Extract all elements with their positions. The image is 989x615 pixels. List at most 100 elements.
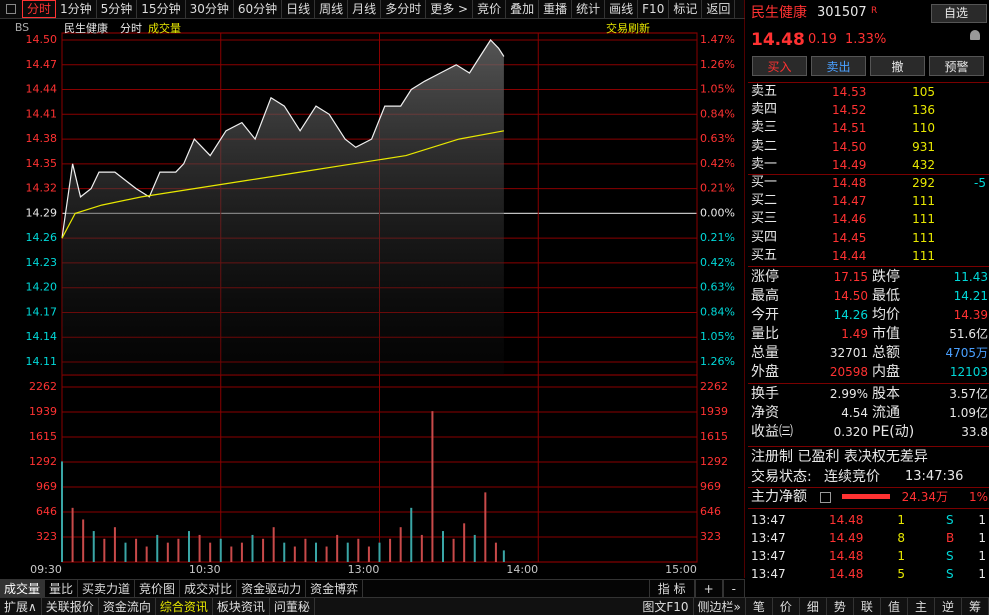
volume-bar [293, 546, 296, 562]
toolbar-tab[interactable]: 60分钟 [234, 0, 283, 18]
pct-tick-label: 0.42% [700, 157, 735, 170]
volume-bar [103, 538, 106, 562]
indicator-button[interactable]: 指 标 [648, 580, 695, 598]
side-tab[interactable]: 笔 [746, 598, 773, 615]
trade-side: S [946, 549, 954, 563]
side-tab[interactable]: 逆 [935, 598, 962, 615]
indicator-tab[interactable]: 资金驱动力 [237, 580, 307, 598]
trade-button[interactable]: 预警 [929, 56, 984, 76]
toolbar-tab[interactable]: 重播 [539, 0, 573, 18]
status-time: 13:47:36 [905, 469, 964, 484]
price-line [61, 39, 505, 239]
indicator-tab[interactable]: 量比 [45, 580, 79, 598]
book-label: 卖五 [751, 84, 778, 99]
volume-tick-label-right: 323 [700, 530, 721, 543]
time-tick-label: 10:30 [189, 563, 221, 576]
indicator-button[interactable]: - [722, 580, 745, 598]
volume-bar [166, 542, 169, 562]
toolbar-tab[interactable]: 画线 [605, 0, 639, 18]
footer-tab[interactable]: 问董秘 [270, 598, 315, 615]
toolbar-tab[interactable]: 叠加 [506, 0, 540, 18]
spacer [315, 598, 638, 615]
price-tick-label: 14.32 [26, 182, 58, 195]
side-tab[interactable]: 细 [800, 598, 827, 615]
volume-bar [315, 542, 317, 562]
toolbar-tab[interactable]: 15分钟 [137, 0, 186, 18]
volume-bar [240, 542, 243, 562]
flow-icon [820, 492, 831, 503]
side-tab[interactable]: 价 [773, 598, 800, 615]
pct-tick-label: 0.21% [700, 182, 735, 195]
stat-label: 总额 [872, 345, 900, 361]
toolbar-tab[interactable]: 周线 [315, 0, 349, 18]
toolbar-tab[interactable]: 日线 [282, 0, 316, 18]
side-tab[interactable]: 联 [854, 598, 881, 615]
side-tab[interactable]: 筹 [962, 598, 989, 615]
book-label: 买四 [751, 229, 778, 245]
footer-tab[interactable]: 板块资讯 [213, 598, 270, 615]
volume-bar [61, 461, 63, 562]
footer-tab[interactable]: 资金流向 [99, 598, 156, 615]
footer-tab[interactable]: 综合资讯 [156, 598, 213, 615]
toolbar-tab[interactable]: 统计 [572, 0, 606, 18]
flow-bar [842, 494, 890, 499]
volume-tick-label: 969 [36, 480, 57, 493]
toolbar-tab[interactable]: 5分钟 [97, 0, 138, 18]
toolbar-tab[interactable]: 30分钟 [186, 0, 234, 18]
toolbar-tab[interactable]: 标记 [669, 0, 703, 18]
footer-tab[interactable]: 关联报价 [42, 598, 99, 615]
stock-code: 301507 [817, 5, 867, 20]
toolbar-tab[interactable]: 返回 [702, 0, 736, 18]
indicator-button[interactable]: + [694, 580, 723, 598]
price-tick-label: 14.20 [26, 281, 58, 294]
trade-button-label[interactable]: 卖出 [826, 59, 851, 74]
trade-button-label[interactable]: 预警 [944, 59, 969, 74]
indicator-tab[interactable]: 资金博弈 [306, 580, 364, 598]
indicator-tab[interactable]: 成交量 [0, 580, 46, 598]
indicator-tab[interactable]: 成交对比 [180, 580, 238, 598]
trade-time: 13:47 [751, 549, 786, 563]
flow-pct: 1% [968, 490, 988, 504]
toolbar: 分时 1分钟 5分钟 15分钟 30分钟 60分钟 日线 周线 月线 多分时 更多 > 竞价 叠加 重播统… [0, 0, 745, 19]
trade-button-label[interactable]: 买入 [767, 59, 792, 74]
book-volume: 292 [912, 176, 935, 190]
footer-button[interactable]: 图文F10 [638, 598, 694, 615]
volume-bar [113, 527, 116, 562]
volume-tick-label: 2262 [29, 380, 57, 393]
side-tab[interactable]: 主 [908, 598, 935, 615]
stat-value: 14.39 [953, 308, 988, 322]
stock-badge: R [871, 6, 878, 16]
avg-price-line [61, 130, 505, 239]
indicator-tab[interactable]: 买卖力道 [78, 580, 136, 598]
trade-price: 14.48 [829, 513, 864, 527]
indicator-tab[interactable]: 竞价图 [135, 580, 181, 598]
trade-button[interactable]: 撤 [870, 56, 925, 76]
menu-icon[interactable] [6, 4, 16, 14]
stat-value: 14.21 [953, 289, 988, 303]
volume-bar [346, 542, 349, 562]
trade-button[interactable]: 卖出 [811, 56, 866, 76]
toolbar-tab[interactable]: 竞价 [473, 0, 507, 18]
trade-button[interactable]: 买入 [752, 56, 807, 76]
book-volume: 111 [912, 248, 935, 263]
toolbar-tab[interactable]: 分时 [22, 0, 57, 18]
toolbar-tab[interactable]: 多分时 [381, 0, 427, 18]
spacer [363, 580, 649, 598]
toolbar-tab[interactable]: 更多 > [426, 0, 474, 18]
pct-tick-label: 1.26% [700, 355, 735, 368]
toolbar-tab[interactable]: F10 [638, 0, 670, 18]
toolbar-tab[interactable]: 月线 [348, 0, 382, 18]
stat-value: 14.50 [833, 289, 868, 303]
volume-bar [389, 538, 392, 562]
side-tab[interactable]: 势 [827, 598, 854, 615]
pct-tick-label: 1.05% [700, 83, 735, 96]
volume-bar [502, 550, 505, 562]
toolbar-tab[interactable]: 1分钟 [56, 0, 97, 18]
side-tab[interactable]: 值 [881, 598, 908, 615]
footer-tab[interactable]: 扩展∧ [0, 598, 42, 615]
price-tick-label: 14.38 [26, 132, 58, 145]
trade-button-label[interactable]: 撤 [891, 59, 904, 74]
footer-button[interactable]: 侧边栏» [694, 598, 746, 615]
book-volume: 110 [912, 121, 935, 136]
book-label: 买五 [751, 247, 778, 263]
